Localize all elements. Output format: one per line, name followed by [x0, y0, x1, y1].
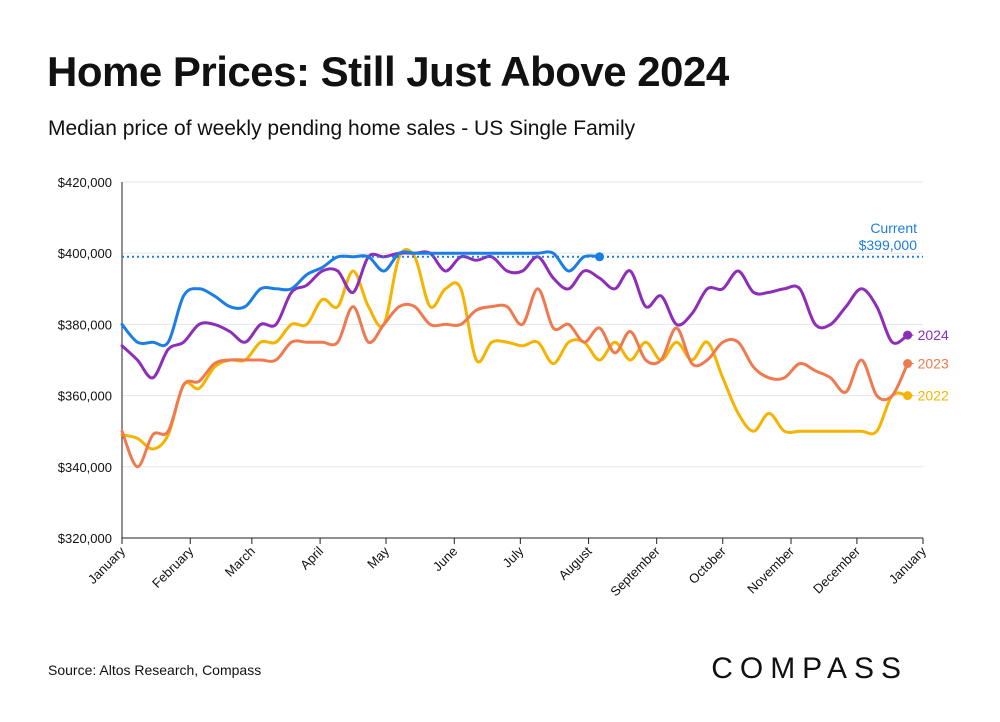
- current-label-value: $399,000: [859, 237, 918, 253]
- x-tick-label: April: [297, 543, 326, 572]
- y-tick-label: $360,000: [58, 389, 112, 404]
- y-tick-label: $420,000: [58, 175, 112, 190]
- x-tick-label: January: [886, 543, 930, 587]
- series-line-2025: [120, 250, 601, 348]
- compass-logo: COMPASS: [711, 652, 908, 685]
- series-label-2024: 2024: [918, 327, 949, 343]
- x-tick-label: September: [607, 543, 663, 599]
- x-tick-label: March: [222, 544, 258, 580]
- x-tick-label: July: [500, 543, 527, 570]
- x-tick-label: August: [555, 543, 594, 582]
- x-tick-label: June: [430, 544, 461, 575]
- x-tick-label: February: [149, 543, 197, 591]
- x-tick-label: January: [85, 543, 129, 587]
- x-tick-label: November: [744, 543, 797, 596]
- source-note: Source: Altos Research, Compass: [48, 662, 262, 678]
- x-tick-label: May: [364, 543, 392, 571]
- series-line-2023: [120, 287, 910, 469]
- axes: [121, 182, 924, 544]
- y-tick-label: $400,000: [58, 246, 112, 261]
- labels: $320,000 $340,000 $360,000 $380,000 $400,000…: [58, 175, 949, 599]
- y-tick-label: $340,000: [58, 460, 112, 475]
- x-tick-label: October: [686, 543, 730, 587]
- current-label-title: Current: [870, 220, 917, 236]
- series-line-2022: [120, 247, 910, 451]
- series-end-marker-2025: [595, 252, 605, 262]
- y-tick-label: $320,000: [58, 531, 112, 546]
- series-label-2022: 2022: [918, 388, 949, 404]
- x-tick-label: December: [810, 543, 863, 596]
- series-lines: [120, 247, 916, 469]
- y-tick-label: $380,000: [58, 317, 112, 332]
- series-line-2024: [120, 250, 910, 380]
- chart-title: Home Prices: Still Just Above 2024: [47, 48, 729, 95]
- chart-subtitle: Median price of weekly pending home sale…: [48, 117, 636, 140]
- series-label-2023: 2023: [918, 356, 949, 372]
